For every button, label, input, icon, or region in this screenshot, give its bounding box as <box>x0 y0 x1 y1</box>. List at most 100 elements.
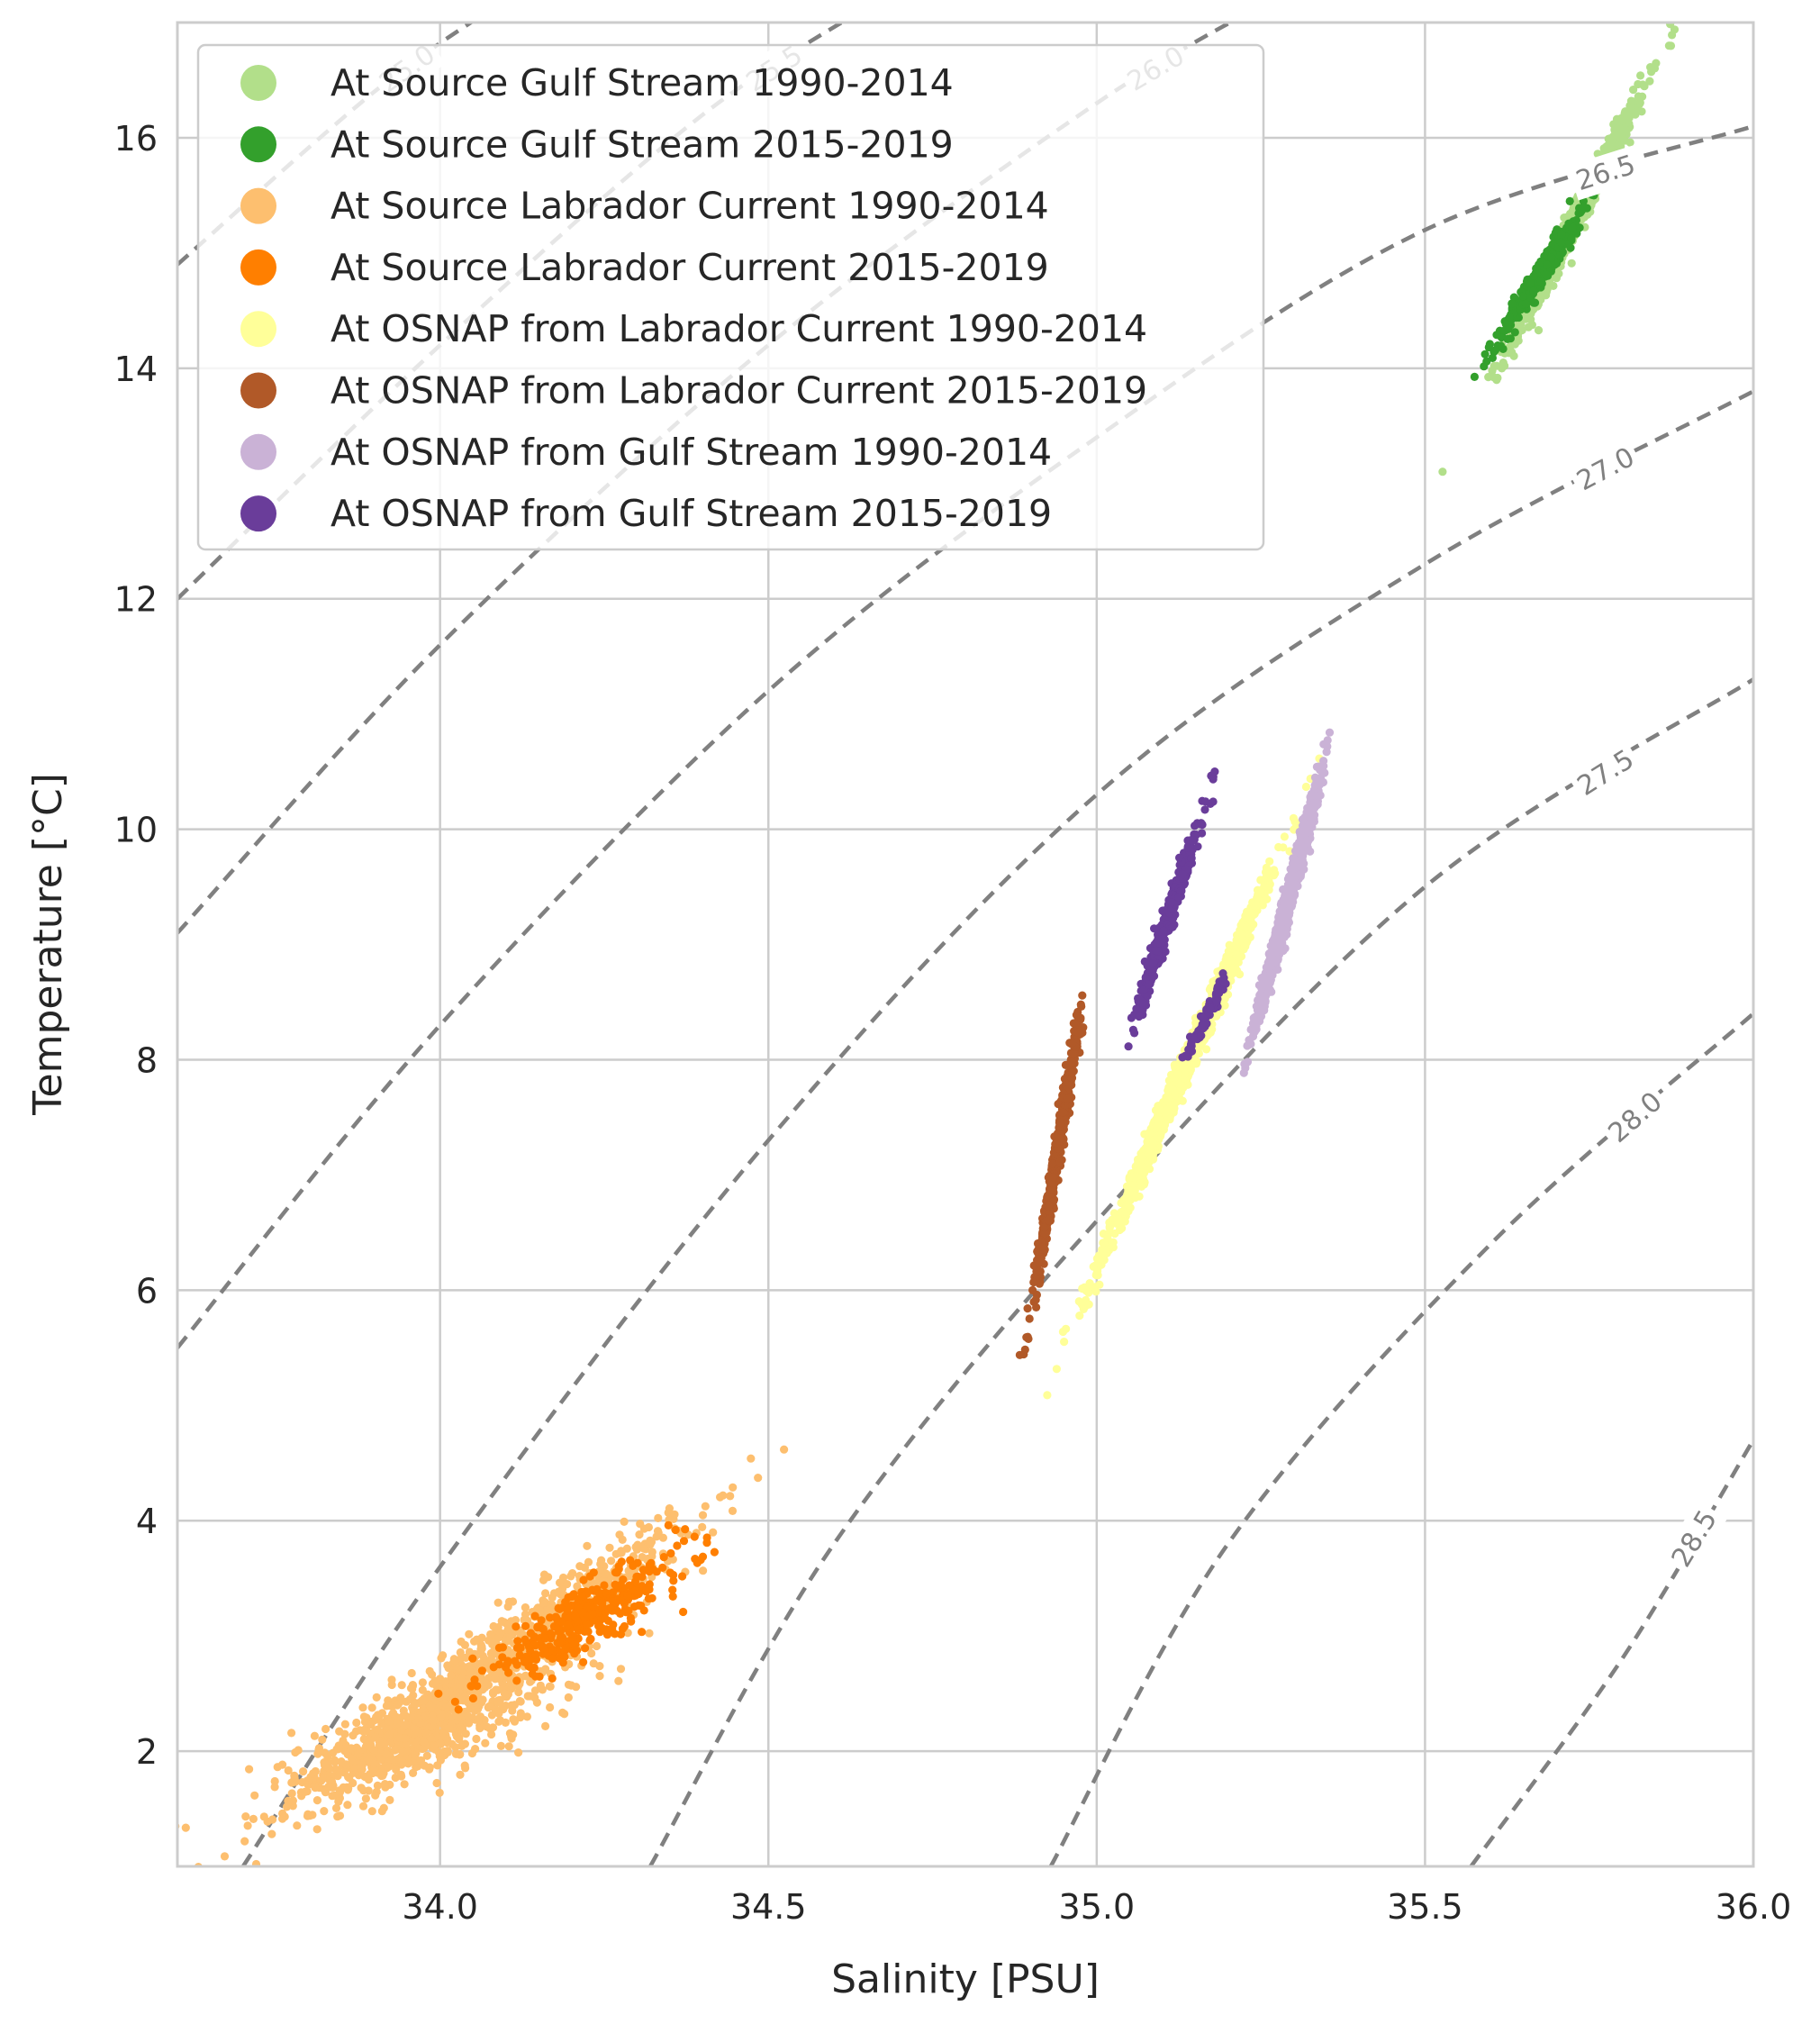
scatter-point <box>1052 1365 1061 1374</box>
scatter-point <box>460 1761 469 1770</box>
scatter-point <box>515 1650 524 1660</box>
scatter-point <box>1529 271 1538 280</box>
scatter-point <box>698 1552 708 1561</box>
scatter-point <box>1164 1112 1173 1121</box>
scatter-point <box>278 1809 287 1818</box>
scatter-point <box>299 1767 308 1776</box>
scatter-point <box>638 1628 647 1637</box>
scatter-point <box>1492 376 1501 385</box>
scatter-point <box>1634 79 1643 89</box>
scatter-point <box>585 1636 594 1645</box>
scatter-point <box>407 1668 416 1678</box>
scatter-point <box>1247 909 1256 918</box>
scatter-point <box>443 1747 452 1756</box>
scatter-point <box>1170 1060 1179 1069</box>
scatter-point <box>1160 1121 1170 1130</box>
scatter-point <box>482 1722 491 1731</box>
scatter-point <box>1521 299 1530 308</box>
scatter-point <box>583 1541 592 1550</box>
scatter-point <box>514 1748 523 1757</box>
scatter-point <box>1564 241 1573 250</box>
scatter-point <box>1137 1153 1146 1162</box>
scatter-point <box>489 1663 498 1672</box>
scatter-point <box>747 1454 756 1463</box>
scatter-point <box>389 1709 398 1718</box>
scatter-point <box>491 1675 500 1684</box>
scatter-point <box>425 1666 434 1675</box>
scatter-point <box>1078 991 1087 1000</box>
scatter-point <box>1063 1094 1072 1103</box>
scatter-point <box>1265 870 1274 879</box>
scatter-point <box>554 1603 563 1613</box>
scatter-point <box>465 1719 474 1728</box>
scatter-point <box>470 1706 479 1715</box>
scatter-point <box>287 1729 296 1738</box>
scatter-point <box>516 1697 525 1706</box>
scatter-point <box>472 1734 481 1744</box>
scatter-point <box>420 1761 430 1770</box>
scatter-point <box>634 1589 643 1599</box>
scatter-point <box>1131 1172 1140 1181</box>
scatter-point <box>1239 939 1248 948</box>
scatter-point <box>1032 1302 1041 1312</box>
scatter-point <box>618 1535 627 1544</box>
scatter-point <box>398 1747 407 1756</box>
scatter-point <box>548 1674 557 1683</box>
scatter-point <box>1025 1314 1034 1323</box>
scatter-point <box>664 1520 673 1529</box>
scatter-point <box>521 1635 530 1644</box>
scatter-point <box>1029 1277 1038 1287</box>
scatter-point <box>1508 299 1517 308</box>
scatter-point <box>1078 1301 1087 1310</box>
scatter-point <box>305 1811 314 1820</box>
scatter-point <box>1480 362 1489 371</box>
scatter-point <box>1040 1223 1049 1232</box>
scatter-point <box>270 1783 279 1792</box>
scatter-point <box>468 1693 478 1703</box>
scatter-point <box>1242 922 1252 931</box>
scatter-point <box>435 1788 444 1797</box>
scatter-point <box>339 1736 348 1746</box>
scatter-point <box>493 1598 503 1607</box>
scatter-point <box>526 1629 536 1638</box>
scatter-point <box>1289 813 1298 823</box>
scatter-point <box>679 1607 688 1617</box>
scatter-point <box>329 1783 338 1792</box>
scatter-point <box>548 1593 557 1602</box>
scatter-point <box>220 1852 230 1861</box>
scatter-point <box>1077 1002 1086 1011</box>
scatter-point <box>1067 1057 1076 1066</box>
scatter-point <box>439 1651 448 1660</box>
scatter-point <box>486 1629 495 1639</box>
scatter-point <box>698 1511 708 1520</box>
scatter-point <box>1567 259 1576 268</box>
scatter-point <box>561 1598 570 1607</box>
scatter-point <box>1055 1157 1064 1166</box>
scatter-point <box>453 1665 462 1674</box>
scatter-point <box>681 1525 690 1534</box>
scatter-point <box>411 1751 420 1760</box>
scatter-point <box>1056 1118 1065 1128</box>
scatter-point <box>418 1685 427 1694</box>
scatter-point <box>397 1772 406 1781</box>
scatter-point <box>367 1807 376 1816</box>
scatter-point <box>249 1814 258 1823</box>
scatter-point <box>613 1584 622 1593</box>
scatter-point <box>1052 1139 1061 1148</box>
scatter-point <box>293 1821 302 1830</box>
scatter-point <box>493 1698 503 1707</box>
scatter-point <box>589 1568 598 1577</box>
scatter-point <box>362 1727 371 1736</box>
scatter-point <box>428 1703 437 1712</box>
scatter-point <box>379 1803 388 1812</box>
scatter-point <box>334 1797 343 1806</box>
scatter-point <box>418 1678 427 1687</box>
scatter-point <box>504 1742 513 1751</box>
scatter-point <box>1666 41 1676 50</box>
scatter-point <box>567 1592 576 1602</box>
scatter-point <box>312 1825 321 1834</box>
scatter-point <box>240 1837 249 1846</box>
scatter-point <box>397 1681 406 1690</box>
scatter-point <box>420 1696 429 1705</box>
scatter-point <box>1504 324 1513 333</box>
